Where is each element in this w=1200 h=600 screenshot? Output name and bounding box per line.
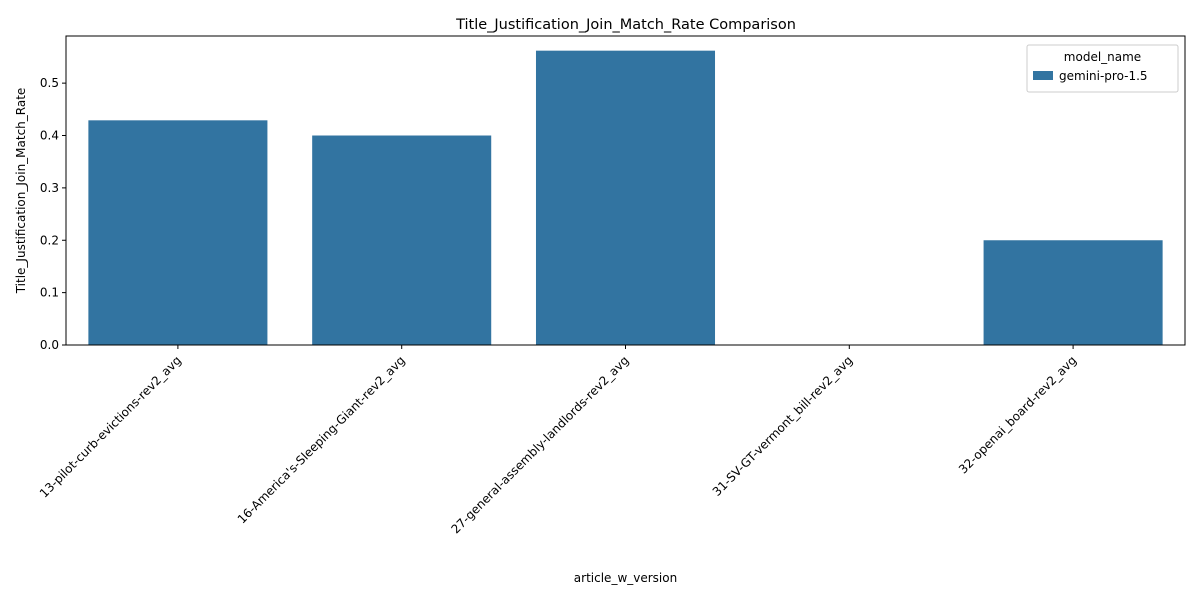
x-tick-label: 31-SV-GT-vermont_bill-rev2_avg (710, 353, 856, 499)
legend-box (1026, 44, 1179, 93)
y-tick-label: 0.4 (40, 129, 59, 143)
y-tick-label: 0.5 (40, 76, 59, 90)
bar (88, 120, 268, 345)
legend: model_name gemini-pro-1.5 (1026, 44, 1179, 93)
x-axis: 13-pilot-curb-evictions-rev2_avg 16-Ameri… (37, 345, 1079, 536)
bar (983, 240, 1163, 345)
legend-swatch (1033, 71, 1053, 80)
legend-title: model_name (1064, 50, 1141, 64)
x-axis-label: article_w_version (574, 571, 677, 585)
bars-group (88, 50, 1163, 346)
x-tick-label: 16-America's-Sleeping-Giant-rev2_avg (235, 353, 408, 526)
x-tick-label: 27-general-assembly-landlords-rev2_avg (448, 353, 631, 536)
y-axis: 0.0 0.1 0.2 0.3 0.4 0.5 (40, 76, 66, 352)
x-tick-label: 13-pilot-curb-evictions-rev2_avg (37, 353, 184, 500)
y-tick-label: 0.2 (40, 233, 59, 247)
y-tick-label: 0.1 (40, 286, 59, 300)
y-tick-label: 0.0 (40, 338, 59, 352)
plot-frame (65, 35, 1186, 346)
bar (535, 50, 716, 346)
y-tick-label: 0.3 (40, 181, 59, 195)
bar (312, 135, 492, 345)
x-tick-label: 32-openai_board-rev2_avg (956, 353, 1079, 476)
y-axis-label: Title_Justification_Join_Match_Rate (14, 88, 28, 295)
legend-label: gemini-pro-1.5 (1059, 69, 1148, 83)
chart-title: Title_Justification_Join_Match_Rate Comp… (455, 17, 796, 33)
